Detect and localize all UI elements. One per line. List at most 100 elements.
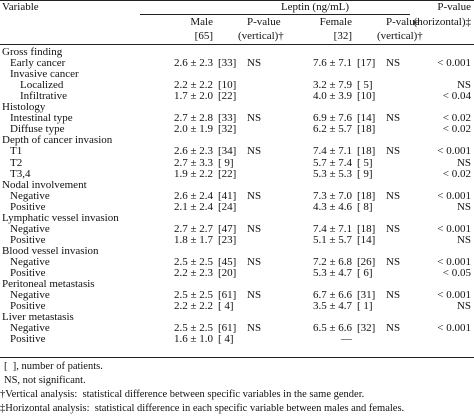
- male-n: [10]: [218, 79, 237, 92]
- footnote: [ ], number of patients.: [4, 361, 103, 372]
- female-p: NS: [386, 322, 401, 335]
- item-label: Negative: [10, 222, 50, 235]
- item-label: Positive: [10, 333, 46, 346]
- item-label: Positive: [10, 200, 46, 213]
- male-n: [ 9]: [218, 156, 234, 169]
- p-horizontal: < 0.001: [437, 57, 471, 70]
- female-value: 6.2 ± 5.7: [312, 123, 352, 136]
- male-value: 2.2 ± 2.2: [173, 79, 213, 92]
- female-value: —: [341, 333, 352, 346]
- p-horizontal: NS: [456, 233, 471, 246]
- female-value: 5.1 ± 5.7: [312, 233, 352, 246]
- header-p: P-value: [437, 1, 471, 13]
- male-value: 2.6 ± 2.3: [173, 145, 213, 158]
- female-p: NS: [386, 289, 401, 302]
- section-label: Lymphatic vessel invasion: [2, 211, 119, 224]
- female-n: [ 9]: [357, 167, 373, 180]
- header-p: (horizontal)‡: [413, 16, 471, 28]
- female-value: 6.5 ± 6.6: [312, 322, 352, 335]
- male-n: [ 4]: [218, 300, 234, 313]
- p-horizontal: NS: [456, 200, 471, 213]
- male-value: 2.7 ± 2.8: [173, 112, 213, 125]
- male-n: [20]: [218, 267, 237, 279]
- male-n: [32]: [218, 123, 237, 136]
- male-n: [22]: [218, 90, 237, 103]
- header-variable: Variable: [2, 1, 39, 13]
- female-value: 7.4 ± 7.1: [312, 145, 352, 158]
- header-leptin: Leptin (ng/mL): [280, 1, 350, 13]
- p-horizontal: < 0.02: [442, 167, 471, 180]
- male-p: NS: [247, 189, 262, 202]
- item-label: T2: [10, 156, 23, 169]
- item-label: Diffuse type: [10, 123, 65, 136]
- male-value: 2.2 ± 2.2: [173, 300, 213, 313]
- female-n: [32]: [357, 322, 376, 335]
- male-value: 2.7 ± 3.3: [173, 156, 213, 169]
- p-horizontal: < 0.001: [437, 322, 471, 335]
- p-horizontal: < 0.05: [442, 267, 471, 279]
- footnote: †Vertical analysis: statistical differen…: [0, 389, 365, 400]
- male-n: [33]: [218, 57, 237, 70]
- female-n: [18]: [357, 189, 376, 202]
- male-n: [34]: [218, 145, 237, 158]
- female-n: [31]: [357, 289, 376, 302]
- male-p: NS: [247, 57, 262, 70]
- p-horizontal: < 0.001: [437, 255, 471, 268]
- p-horizontal: < 0.04: [442, 90, 471, 103]
- footnote: ‡Horizontal analysis: statistical differ…: [0, 403, 405, 414]
- female-p: NS: [386, 145, 401, 158]
- p-horizontal: < 0.001: [437, 189, 471, 202]
- female-p: NS: [386, 255, 401, 268]
- bottom-rule: [0, 357, 474, 358]
- female-value: 6.9 ± 7.6: [312, 112, 352, 125]
- male-value: 2.5 ± 2.5: [173, 322, 213, 335]
- male-n: [33]: [218, 112, 237, 125]
- item-label: T1: [10, 145, 23, 158]
- male-value: 2.6 ± 2.4: [173, 189, 213, 202]
- female-value: 4.0 ± 3.9: [312, 90, 352, 103]
- item-label: Positive: [10, 300, 46, 313]
- male-p: NS: [247, 222, 262, 235]
- section-label: Blood vessel invasion: [2, 244, 99, 257]
- item-label: Negative: [10, 289, 50, 302]
- male-n: [45]: [218, 255, 237, 268]
- section-label: Nodal involvement: [2, 178, 87, 191]
- female-n: [26]: [357, 255, 376, 268]
- male-n: [22]: [218, 167, 237, 180]
- female-n: [ 1]: [357, 300, 373, 313]
- male-n: [61]: [218, 322, 237, 335]
- female-n: [17]: [357, 57, 376, 70]
- female-value: 4.3 ± 4.6: [312, 200, 352, 213]
- item-label: Intestinal type: [10, 112, 73, 125]
- female-value: 3.2 ± 7.9: [312, 79, 352, 92]
- female-n: [ 6]: [357, 267, 373, 279]
- p-horizontal: NS: [456, 79, 471, 92]
- female-value: 5.3 ± 5.3: [312, 167, 352, 180]
- female-value: 3.5 ± 4.7: [312, 300, 352, 313]
- section-label: Histology: [2, 101, 46, 114]
- male-value: 2.1 ± 2.4: [173, 200, 213, 213]
- male-value: 1.7 ± 2.0: [173, 90, 213, 103]
- male-value: 2.7 ± 2.7: [173, 222, 213, 235]
- female-n: [10]: [357, 90, 376, 103]
- male-n: [24]: [218, 200, 237, 213]
- subitem-label: Localized: [20, 79, 64, 92]
- p-horizontal: < 0.001: [437, 222, 471, 235]
- header-p: (vertical)†: [377, 30, 423, 42]
- item-label: Early cancer: [10, 57, 66, 70]
- section-label: Peritoneal metastasis: [2, 278, 95, 291]
- female-p: NS: [386, 222, 401, 235]
- female-value: 7.6 ± 7.1: [312, 57, 352, 70]
- female-value: 6.7 ± 6.6: [312, 289, 352, 302]
- male-value: 1.6 ± 1.0: [173, 333, 213, 346]
- female-n: [14]: [357, 112, 376, 125]
- section-label: Gross finding: [2, 46, 63, 58]
- female-p: NS: [386, 112, 401, 125]
- header-female: Female: [319, 16, 352, 28]
- female-n: [18]: [357, 222, 376, 235]
- male-p: NS: [247, 289, 262, 302]
- female-value: 7.2 ± 6.8: [312, 255, 352, 268]
- header-male: Male: [190, 16, 213, 28]
- male-n: [41]: [218, 189, 237, 202]
